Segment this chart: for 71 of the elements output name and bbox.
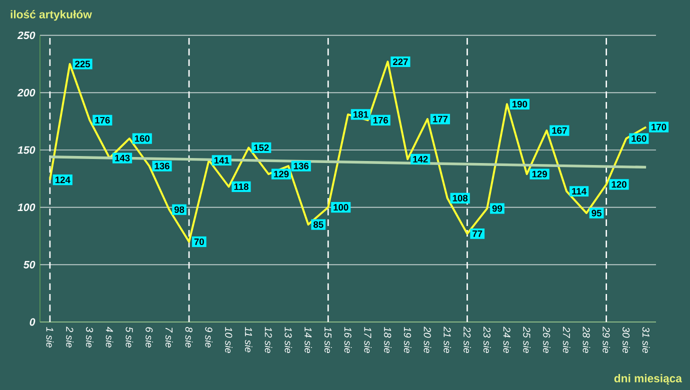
data-label: 176 [95,116,110,124]
y-tick-label: 150 [18,146,36,154]
data-label: 141 [214,157,230,164]
y-tick-label: 200 [17,88,36,96]
data-label: 70 [194,238,204,246]
x-tick-label: 30 sie [622,326,630,354]
data-label: 136 [154,162,170,170]
data-label: 160 [134,135,150,142]
x-tick-label: 6 sie [146,327,153,348]
x-tick-label: 18 sie [384,326,392,354]
data-label: 167 [552,127,567,134]
data-label: 100 [334,204,348,211]
x-tick-label: 19 sie [404,326,412,354]
x-tick-label: 31 sie [642,326,650,354]
data-label: 142 [413,156,428,162]
data-label: 95 [592,210,602,216]
x-tick-label: 14 sie [304,326,312,354]
data-label: 227 [392,58,408,65]
x-tick-label: 15 sie [324,326,332,354]
x-tick-label: 27 sie [562,326,570,354]
x-tick-label: 13 sie [284,326,292,354]
data-label: 181 [354,111,368,118]
data-label: 176 [373,116,388,124]
data-label: 99 [492,205,502,212]
data-label: 177 [433,116,448,122]
x-tick-label: 25 sie [523,326,530,354]
x-tick-label: 26 sie [543,326,550,354]
data-label: 129 [532,170,547,178]
x-tick-label: 5 sie [126,326,134,348]
x-tick-label: 24 sie [503,326,511,354]
line-series [48,60,648,243]
x-tick-label: 16 sie [344,326,352,354]
x-tick-label: 20 sie [424,326,432,354]
data-label: 77 [472,230,482,237]
x-axis-title: dni miesiąca [614,374,682,385]
x-tick-label: 22 sie [464,326,471,354]
x-tick-label: 11 sie [244,326,252,352]
data-label: 152 [254,144,269,152]
y-axis-title: ilość artykułów [10,10,92,21]
data-label: 85 [313,221,324,228]
data-label: 143 [115,154,130,162]
x-tick-label: 10 sie [225,326,232,354]
data-label: 129 [274,170,289,178]
x-tick-label: 8 sie [185,326,193,348]
data-label: 118 [234,183,248,190]
x-tick-label: 1 sie [46,326,54,348]
data-label: 114 [572,188,587,194]
y-tick-label: 50 [24,260,36,268]
data-label: 190 [512,100,528,108]
x-tick-label: 12 sie [264,326,272,354]
data-label: 160 [632,135,646,142]
data-label: 98 [174,206,184,213]
data-label: 108 [452,194,468,202]
x-tick-label: 21 sie [444,326,452,354]
x-tick-label: 4 sie [106,326,114,348]
x-tick-label: 23 sie [483,326,491,354]
data-label: 124 [55,176,70,184]
data-label: 170 [652,124,666,130]
x-tick-label: 7 sie [165,328,173,348]
data-label: 225 [75,60,90,68]
x-tick-label: 2 sie [66,326,74,348]
y-tick-label: 100 [18,204,36,212]
data-label: 120 [612,181,626,188]
data-label: 136 [294,162,309,170]
x-tick-label: 3 sie [86,326,94,348]
x-tick-label: 29 sie [602,326,610,354]
x-tick-label: 9 sie [205,327,213,348]
x-tick-label: 17 sie [364,326,372,354]
y-tick-label: 250 [17,32,36,40]
x-tick-label: 28 sie [582,326,590,354]
y-tick-label: 0 [30,318,36,326]
